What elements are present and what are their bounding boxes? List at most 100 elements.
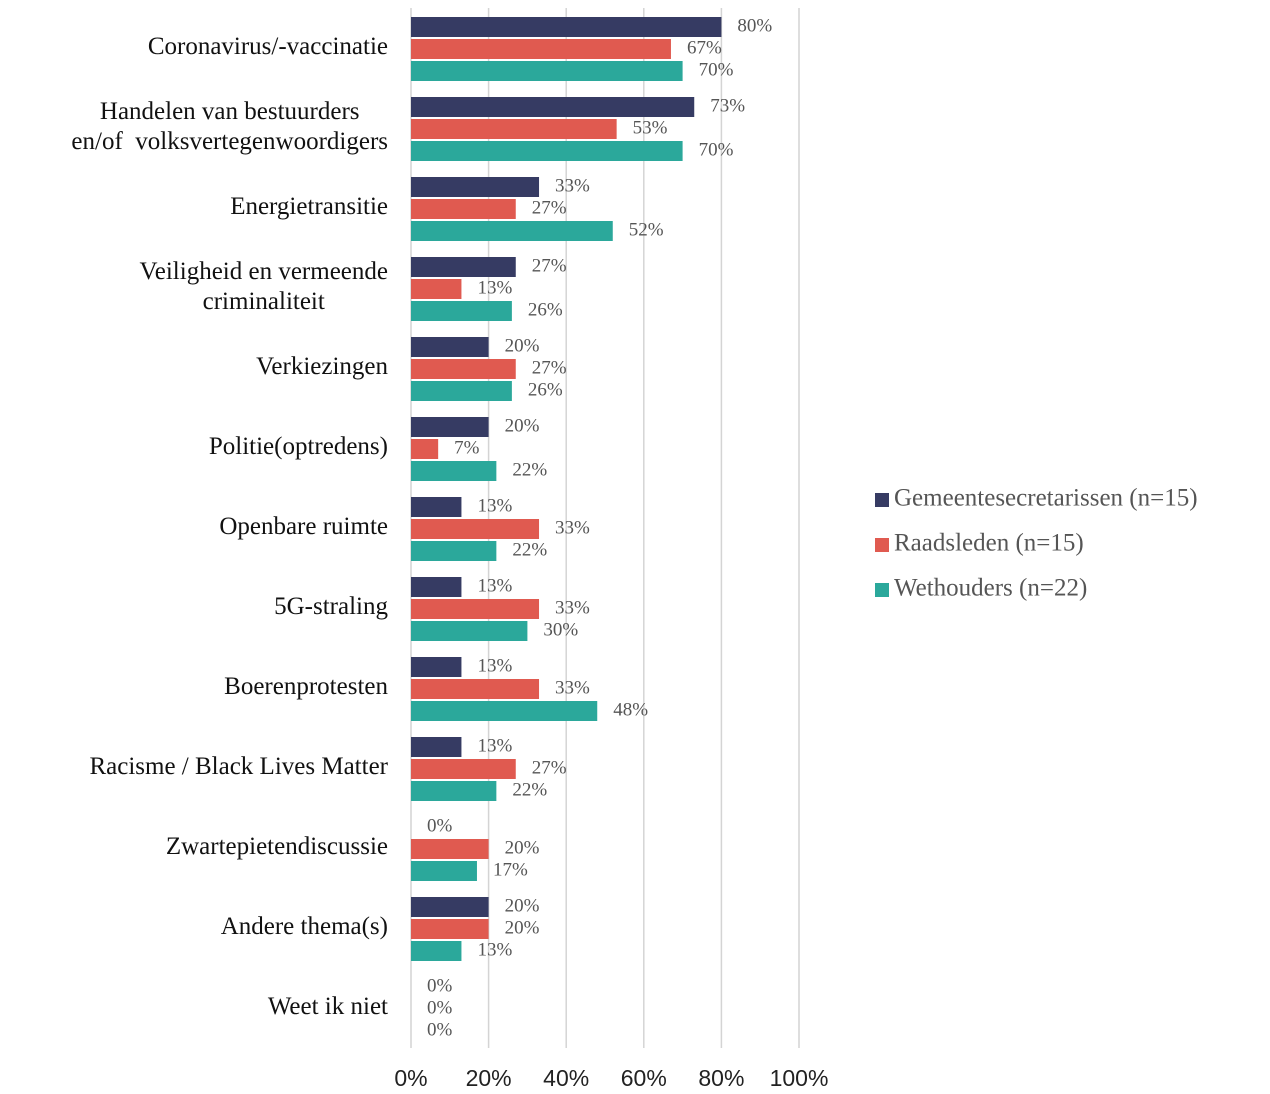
legend-label: Raadsleden (n=15) xyxy=(894,530,1084,557)
bar xyxy=(411,599,540,619)
value-label: 80% xyxy=(737,15,772,36)
value-label: 22% xyxy=(512,779,547,800)
bar xyxy=(411,61,683,81)
bar xyxy=(411,919,489,939)
bar xyxy=(411,439,439,459)
x-tick-label: 20% xyxy=(466,1065,512,1091)
category-label: Politie(optredens) xyxy=(208,433,388,460)
bar xyxy=(411,417,489,437)
bar xyxy=(411,301,512,321)
x-tick-label: 0% xyxy=(394,1065,427,1091)
value-label: 20% xyxy=(505,895,540,916)
value-label: 27% xyxy=(532,197,567,218)
value-label: 27% xyxy=(532,255,567,276)
category-label: Coronavirus/-vaccinatie xyxy=(147,33,388,60)
category-label: Andere thema(s) xyxy=(220,913,388,940)
bar xyxy=(411,679,540,699)
category-label: 5G-straling xyxy=(274,593,388,620)
value-label: 73% xyxy=(710,95,745,116)
legend-swatch xyxy=(875,493,889,507)
value-label: 70% xyxy=(699,59,734,80)
bar xyxy=(411,177,540,197)
value-label: 13% xyxy=(477,277,512,298)
value-label: 33% xyxy=(555,517,590,538)
category-label: Handelen van bestuurders en/of volksvert… xyxy=(71,98,388,155)
bar xyxy=(411,461,497,481)
category-label: Zwartepietendiscussie xyxy=(165,833,388,860)
bar xyxy=(411,897,489,917)
value-label: 20% xyxy=(505,837,540,858)
value-label: 20% xyxy=(505,415,540,436)
bar xyxy=(411,497,462,517)
value-label: 13% xyxy=(477,939,512,960)
legend-swatch xyxy=(875,538,889,552)
bar xyxy=(411,141,683,161)
value-label: 53% xyxy=(633,117,668,138)
value-label: 26% xyxy=(528,379,563,400)
value-label: 0% xyxy=(427,1019,453,1040)
bar xyxy=(411,519,540,539)
category-label: Boerenprotesten xyxy=(224,673,388,700)
bar xyxy=(411,621,528,641)
value-label: 13% xyxy=(477,735,512,756)
x-tick-label: 60% xyxy=(621,1065,667,1091)
bar xyxy=(411,861,477,881)
category-label: Weet ik niet xyxy=(267,993,388,1020)
value-label: 20% xyxy=(505,335,540,356)
bar xyxy=(411,701,598,721)
value-label: 33% xyxy=(555,175,590,196)
bar xyxy=(411,337,489,357)
category-label: Verkiezingen xyxy=(256,353,388,380)
value-label: 13% xyxy=(477,575,512,596)
bar xyxy=(411,541,497,561)
value-label: 27% xyxy=(532,357,567,378)
bar xyxy=(411,759,516,779)
value-label: 26% xyxy=(528,299,563,320)
value-label: 7% xyxy=(454,437,480,458)
bar xyxy=(411,257,516,277)
category-label: Veiligheid en vermeende criminaliteit xyxy=(139,258,388,315)
category-label: Racisme / Black Lives Matter xyxy=(89,753,388,780)
bar xyxy=(411,781,497,801)
bar xyxy=(411,839,489,859)
value-label: 27% xyxy=(532,757,567,778)
bar xyxy=(411,279,462,299)
category-label: Openbare ruimte xyxy=(219,513,388,540)
value-label: 33% xyxy=(555,677,590,698)
bar xyxy=(411,941,462,961)
value-label: 70% xyxy=(699,139,734,160)
value-label: 52% xyxy=(629,219,664,240)
value-label: 33% xyxy=(555,597,590,618)
value-label: 22% xyxy=(512,539,547,560)
legend-label: Wethouders (n=22) xyxy=(894,575,1087,602)
bar xyxy=(411,39,671,59)
value-label: 48% xyxy=(613,699,648,720)
bar xyxy=(411,657,462,677)
bar xyxy=(411,199,516,219)
bar xyxy=(411,17,722,37)
value-label: 20% xyxy=(505,917,540,938)
bar xyxy=(411,97,695,117)
bar xyxy=(411,359,516,379)
bar xyxy=(411,119,617,139)
category-label: Energietransitie xyxy=(230,193,388,220)
bar xyxy=(411,737,462,757)
x-tick-label: 80% xyxy=(698,1065,744,1091)
value-label: 0% xyxy=(427,997,453,1018)
bar xyxy=(411,221,613,241)
value-label: 0% xyxy=(427,975,453,996)
legend-swatch xyxy=(875,583,889,597)
x-tick-label: 100% xyxy=(770,1065,829,1091)
bar xyxy=(411,577,462,597)
x-tick-label: 40% xyxy=(543,1065,589,1091)
value-label: 30% xyxy=(543,619,578,640)
legend-label: Gemeentesecretarissen (n=15) xyxy=(894,485,1198,512)
value-label: 13% xyxy=(477,495,512,516)
value-label: 0% xyxy=(427,815,453,836)
value-label: 17% xyxy=(493,859,528,880)
value-label: 67% xyxy=(687,37,722,58)
bar xyxy=(411,381,512,401)
value-label: 13% xyxy=(477,655,512,676)
